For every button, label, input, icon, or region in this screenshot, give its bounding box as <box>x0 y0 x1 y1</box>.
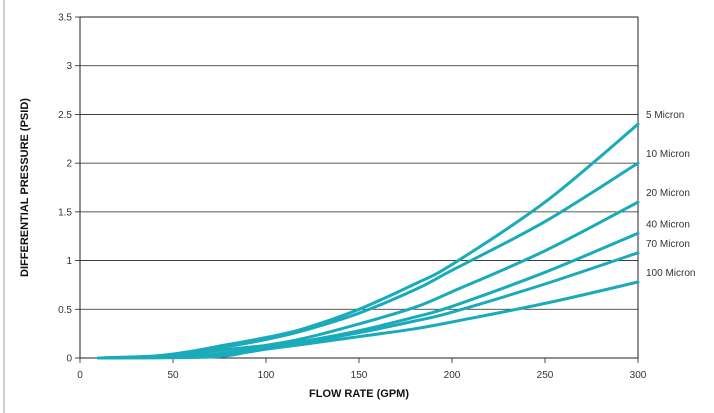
y-tick-label-4: 2 <box>66 159 72 170</box>
series-line-10-micron <box>97 161 640 360</box>
y-tick-label-5: 2.5 <box>58 110 72 121</box>
x-tick-label-1: 50 <box>167 370 179 381</box>
series-line-20-micron <box>97 200 640 360</box>
series-label-5-micron: 5 Micron <box>646 110 684 121</box>
series-label-100-micron: 100 Micron <box>646 268 695 279</box>
series-label-20-micron: 20 Micron <box>646 188 690 199</box>
y-tick-label-1: 0.5 <box>58 305 72 316</box>
series-line-100-micron <box>97 280 640 360</box>
x-tick-label-2: 100 <box>258 370 275 381</box>
x-tick-label-6: 300 <box>630 370 647 381</box>
series-lines <box>97 122 640 360</box>
x-tick-label-4: 200 <box>444 370 461 381</box>
series-line-40-micron <box>97 231 640 360</box>
y-tick-label-6: 3 <box>66 61 72 72</box>
y-tick-label-7: 3.5 <box>58 13 72 24</box>
x-tick-label-0: 0 <box>77 370 83 381</box>
y-axis-title: DIFFERENTIAL PRESSURE (PSID) <box>19 98 31 277</box>
grid-lines <box>80 65 638 310</box>
series-line-5-micron <box>97 122 640 360</box>
series-labels: 5 Micron 10 Micron 20 Micron 40 Micron 70 Mi… <box>646 110 695 279</box>
x-axis-title: FLOW RATE (GPM) <box>309 388 409 400</box>
y-tick-label-3: 1.5 <box>58 207 72 218</box>
y-tick-label-0: 0 <box>66 354 72 365</box>
x-tick-labels: 0 50 100 150 200 250 300 <box>77 358 647 381</box>
series-label-70-micron: 70 Micron <box>646 239 690 250</box>
series-label-10-micron: 10 Micron <box>646 149 690 160</box>
y-tick-label-2: 1 <box>66 256 72 267</box>
plot-area-frame <box>79 16 639 359</box>
series-label-40-micron: 40 Micron <box>646 219 690 230</box>
x-tick-label-5: 250 <box>537 370 554 381</box>
y-tick-labels: 0 0.5 1 1.5 2 2.5 3 3.5 <box>58 13 80 365</box>
x-tick-label-3: 150 <box>351 370 368 381</box>
page-left-rule <box>3 0 5 413</box>
